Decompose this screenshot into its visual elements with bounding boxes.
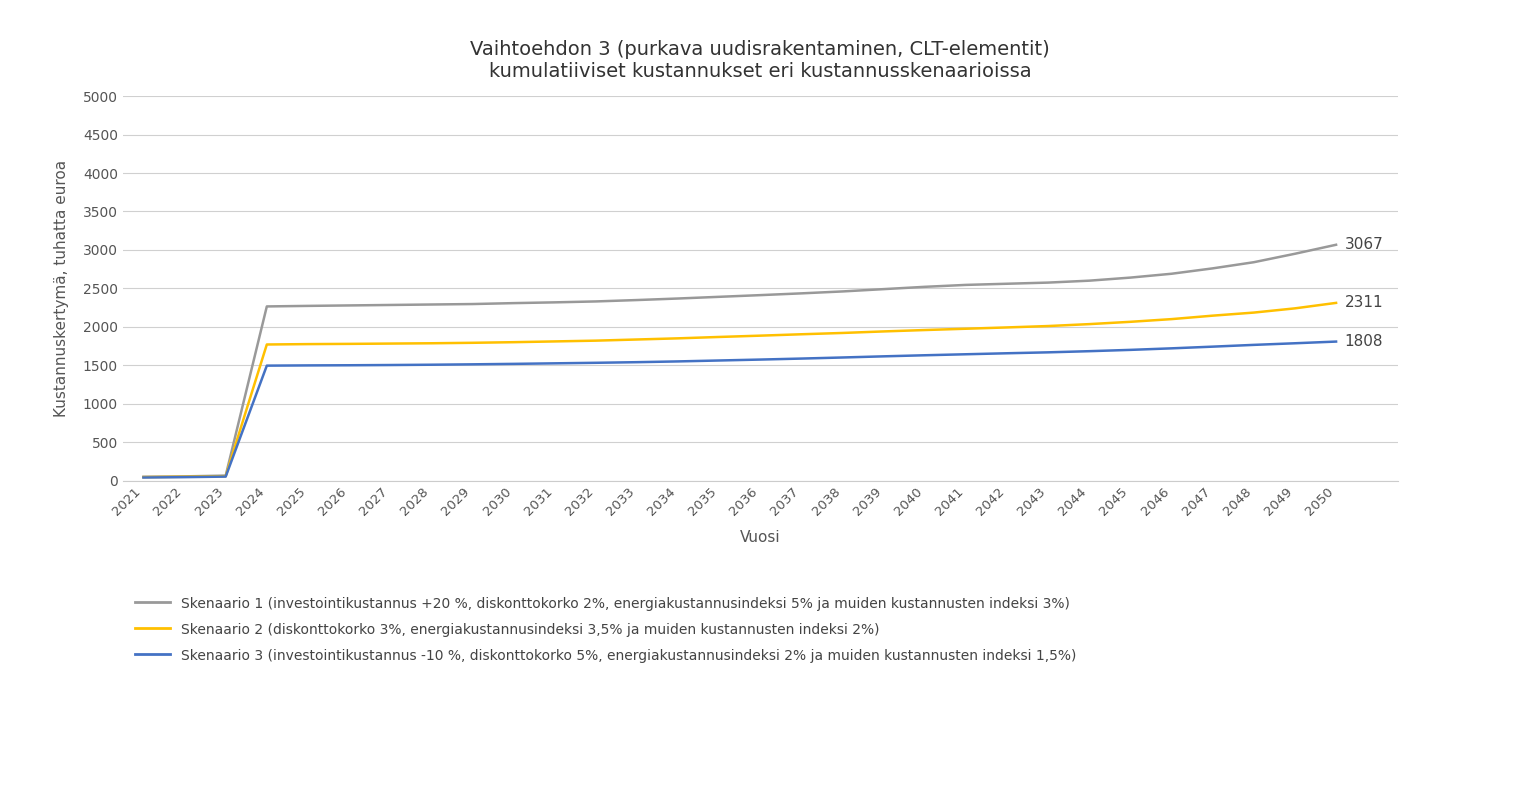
Text: 1808: 1808 [1344,334,1382,349]
Y-axis label: Kustannuskertymä, tuhatta euroa: Kustannuskertymä, tuhatta euroa [54,159,69,417]
Title: Vaihtoehdon 3 (purkava uudisrakentaminen, CLT-elementit)
kumulatiiviset kustannu: Vaihtoehdon 3 (purkava uudisrakentaminen… [470,40,1051,81]
Text: 2311: 2311 [1344,296,1382,311]
X-axis label: Vuosi: Vuosi [740,529,780,545]
Text: 3067: 3067 [1344,237,1382,252]
Legend: Skenaario 1 (investointikustannus +20 %, diskonttokorko 2%, energiakustannusinde: Skenaario 1 (investointikustannus +20 %,… [131,591,1083,668]
